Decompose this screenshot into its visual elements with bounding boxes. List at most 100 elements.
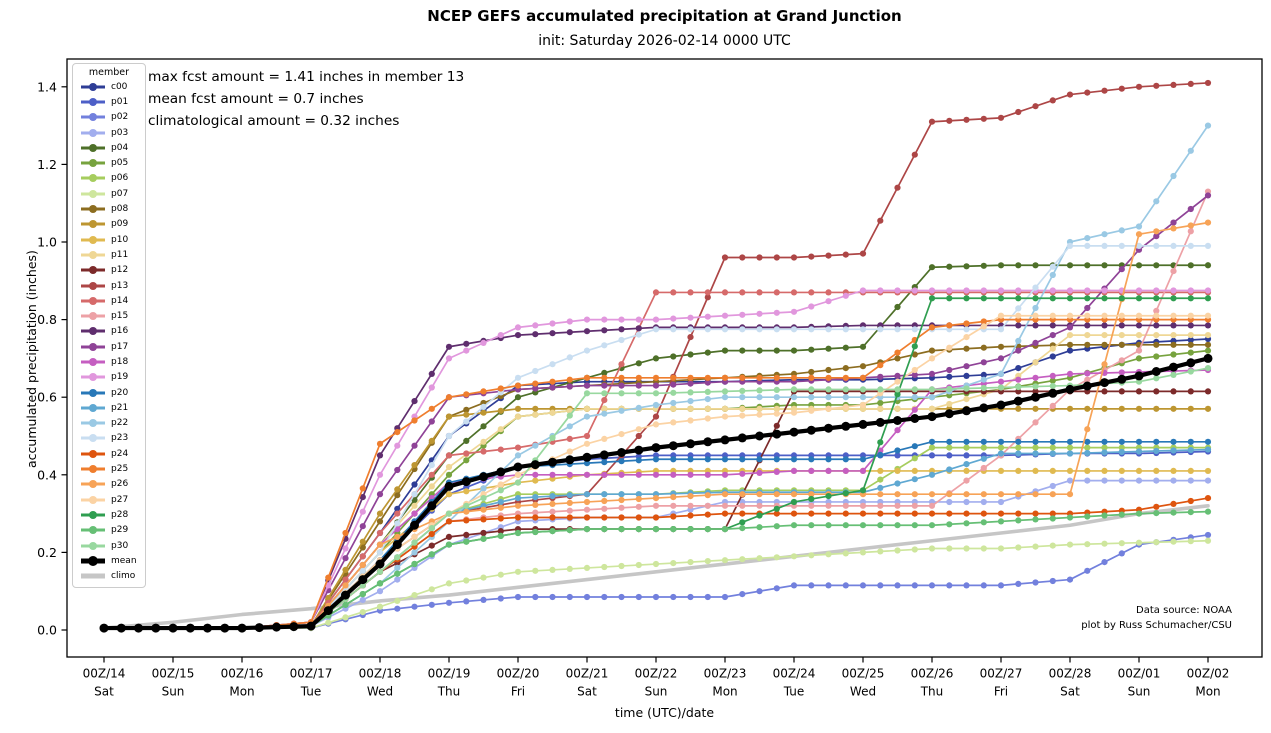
series-marker-p20: [894, 447, 901, 454]
series-marker-p19: [1187, 287, 1194, 294]
series-marker-p24: [1015, 510, 1022, 517]
series-marker-p10: [1118, 467, 1125, 474]
series-marker-p05: [1153, 353, 1160, 360]
series-marker-mean: [427, 501, 437, 511]
series-marker-p17: [532, 385, 539, 392]
series-marker-p11: [721, 405, 729, 412]
series-marker-p02: [1066, 576, 1074, 583]
series-marker-p13: [704, 294, 711, 301]
series-marker-p23: [1066, 242, 1074, 249]
series-marker-p22: [1153, 198, 1160, 205]
legend-label-p26: p26: [111, 479, 129, 490]
series-marker-p14: [601, 397, 608, 404]
x-tick-label-day: Thu: [437, 685, 461, 699]
series-marker-p30: [842, 386, 849, 393]
series-marker-p04: [635, 360, 642, 367]
series-marker-p26: [1015, 491, 1022, 498]
series-marker-p07: [1204, 537, 1212, 544]
series-marker-p14: [721, 289, 729, 296]
series-marker-p21: [1170, 447, 1177, 454]
series-marker-p17: [394, 466, 401, 474]
series-marker-p21: [946, 466, 953, 473]
series-marker-p15: [601, 505, 608, 512]
series-marker-p30: [756, 387, 763, 394]
series-marker-p12: [1101, 388, 1108, 395]
series-marker-p23: [652, 326, 660, 333]
series-marker-p12: [428, 542, 435, 549]
series-marker-p12: [1015, 388, 1022, 395]
series-marker-p02: [756, 588, 763, 595]
series-marker-p10: [894, 467, 901, 474]
series-marker-p25: [652, 374, 660, 381]
series-marker-p13: [1032, 103, 1039, 110]
series-marker-p10: [445, 491, 453, 498]
series-marker-p27: [601, 435, 608, 442]
series-marker-p20: [963, 438, 970, 445]
legend-entry-p17: p17: [73, 339, 145, 354]
series-marker-p26: [1187, 222, 1194, 229]
series-marker-p22: [1015, 337, 1022, 344]
series-marker-p30: [618, 390, 625, 397]
series-marker-p24: [1153, 503, 1160, 510]
series-marker-p11: [928, 405, 936, 412]
series-marker-mean: [99, 623, 109, 633]
legend-label-p22: p22: [111, 418, 129, 429]
series-marker-p07: [394, 597, 401, 605]
series-marker-p16: [1015, 322, 1022, 329]
series-marker-p15: [566, 507, 573, 514]
legend-marker-p18: [89, 357, 97, 366]
series-marker-p29: [394, 570, 401, 577]
series-marker-p28: [859, 487, 867, 494]
series-marker-p26: [342, 582, 349, 589]
x-axis-label: time (UTC)/date: [614, 705, 715, 720]
series-marker-p19: [980, 287, 987, 294]
series-marker-p02: [877, 582, 884, 589]
series-marker-p03: [1187, 477, 1194, 484]
legend-swatch-p15: [81, 312, 105, 321]
series-marker-p09: [514, 405, 522, 412]
series-marker-p02: [618, 593, 625, 601]
legend-swatch-p11: [81, 250, 105, 259]
series-marker-p29: [445, 541, 453, 548]
series-marker-p22: [773, 394, 780, 401]
series-marker-p20: [980, 438, 987, 445]
series-marker-p23: [514, 374, 522, 381]
series-marker-p25: [566, 376, 573, 383]
series-marker-p07: [825, 551, 832, 558]
series-marker-c00: [411, 481, 418, 488]
series-marker-p21: [1187, 447, 1194, 454]
series-marker-p29: [1101, 512, 1108, 519]
series-marker-mean: [254, 623, 264, 633]
series-marker-p23: [1153, 242, 1160, 249]
series-marker-p29: [342, 601, 349, 608]
series-marker-mean: [1031, 392, 1040, 402]
series-marker-p19: [808, 303, 815, 310]
series-marker-p17: [652, 382, 660, 389]
series-marker-p02: [566, 593, 573, 601]
series-marker-p27: [997, 312, 1005, 319]
series-marker-p27: [1015, 312, 1022, 319]
series-marker-p07: [618, 562, 625, 570]
series-marker-p23: [428, 462, 435, 469]
x-tick-label-day: Wed: [850, 685, 876, 699]
series-marker-p04: [1101, 262, 1108, 269]
legend: member c00 p01 p02 p03 p04 p05 p06 p07 p08 p09 p10…: [72, 63, 146, 588]
series-marker-mean: [944, 409, 954, 419]
series-marker-p05: [1204, 347, 1212, 354]
series-marker-p02: [859, 582, 867, 589]
legend-entry-p12: p12: [73, 263, 145, 278]
series-marker-p05: [1135, 355, 1143, 362]
series-marker-p22: [1135, 223, 1143, 230]
legend-marker-p06: [89, 174, 97, 183]
series-marker-p25: [670, 374, 677, 381]
series-marker-p20: [1049, 438, 1056, 445]
series-marker-p08: [1084, 341, 1091, 348]
series-marker-p03: [359, 596, 366, 604]
legend-label-p06: p06: [111, 173, 129, 184]
legend-entry-p14: p14: [73, 293, 145, 308]
series-marker-p20: [1084, 438, 1091, 445]
series-marker-p13: [842, 251, 849, 258]
series-marker-p21: [566, 492, 573, 499]
series-marker-p17: [411, 442, 418, 449]
series-marker-p21: [1032, 450, 1039, 457]
